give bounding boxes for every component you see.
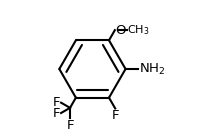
Text: NH$_2$: NH$_2$ bbox=[139, 61, 165, 77]
Text: CH$_3$: CH$_3$ bbox=[127, 23, 150, 37]
Text: F: F bbox=[111, 109, 119, 122]
Text: F: F bbox=[53, 107, 60, 120]
Text: F: F bbox=[66, 119, 74, 132]
Text: F: F bbox=[53, 96, 60, 109]
Text: O: O bbox=[116, 24, 126, 37]
